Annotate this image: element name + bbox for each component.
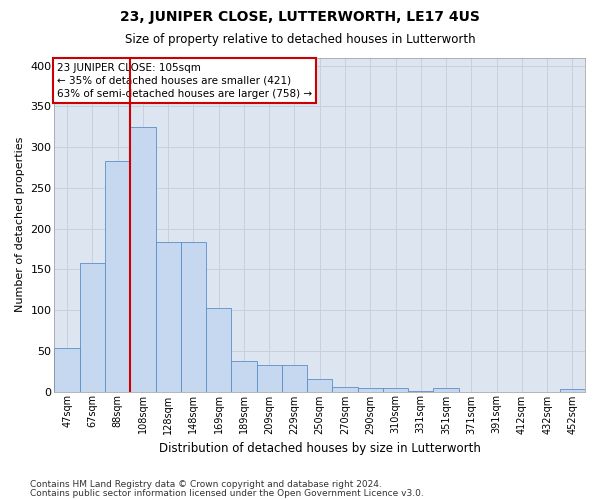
Bar — [408, 390, 433, 392]
Bar — [332, 386, 358, 392]
Bar — [358, 388, 383, 392]
Bar — [383, 388, 408, 392]
Text: Size of property relative to detached houses in Lutterworth: Size of property relative to detached ho… — [125, 32, 475, 46]
Bar — [232, 360, 257, 392]
Bar — [206, 308, 232, 392]
Bar — [181, 242, 206, 392]
Bar — [433, 388, 458, 392]
Bar — [55, 348, 80, 392]
Bar — [257, 366, 282, 392]
Text: Contains public sector information licensed under the Open Government Licence v3: Contains public sector information licen… — [30, 488, 424, 498]
Text: 23, JUNIPER CLOSE, LUTTERWORTH, LE17 4US: 23, JUNIPER CLOSE, LUTTERWORTH, LE17 4US — [120, 10, 480, 24]
Text: 23 JUNIPER CLOSE: 105sqm
← 35% of detached houses are smaller (421)
63% of semi-: 23 JUNIPER CLOSE: 105sqm ← 35% of detach… — [57, 62, 312, 99]
Bar — [307, 380, 332, 392]
Bar — [130, 126, 155, 392]
Bar — [560, 389, 585, 392]
X-axis label: Distribution of detached houses by size in Lutterworth: Distribution of detached houses by size … — [159, 442, 481, 455]
Bar — [155, 242, 181, 392]
Bar — [80, 263, 105, 392]
Bar — [105, 161, 130, 392]
Y-axis label: Number of detached properties: Number of detached properties — [15, 137, 25, 312]
Bar — [282, 366, 307, 392]
Text: Contains HM Land Registry data © Crown copyright and database right 2024.: Contains HM Land Registry data © Crown c… — [30, 480, 382, 489]
